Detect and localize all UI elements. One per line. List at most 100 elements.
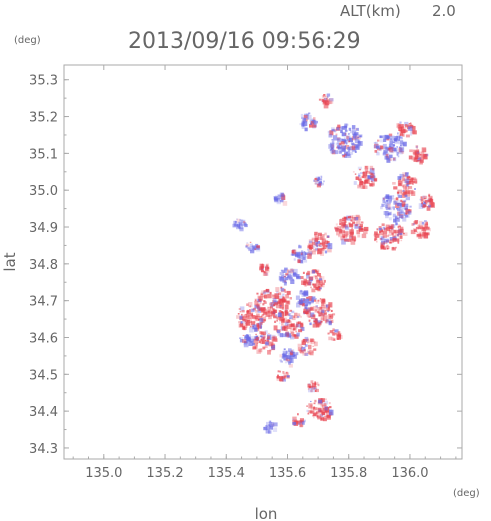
radar-cell — [293, 258, 296, 261]
radar-cell — [328, 133, 333, 138]
radar-cell — [310, 286, 312, 289]
radar-cell — [332, 135, 338, 141]
radar-cell — [309, 120, 312, 122]
radar-cell — [328, 402, 331, 405]
radar-cell — [322, 241, 326, 246]
radar-cell — [277, 194, 282, 200]
radar-cell — [423, 153, 428, 160]
radar-cell — [359, 181, 363, 186]
radar-cell — [239, 219, 244, 223]
radar-cell — [385, 207, 389, 211]
radar-cell — [261, 290, 265, 294]
radar-cell — [254, 300, 259, 306]
radar-cell — [340, 150, 343, 153]
radar-cell — [313, 402, 316, 405]
radar-cell — [311, 241, 316, 245]
radar-cell — [329, 409, 334, 416]
radar-cell — [341, 222, 345, 227]
radar-cell — [280, 269, 284, 272]
radar-cell — [308, 319, 311, 322]
radar-cell — [411, 179, 413, 181]
radar-cell — [424, 200, 428, 203]
radar-cell — [384, 155, 389, 160]
radar-cell — [282, 278, 287, 283]
radar-cell — [303, 349, 306, 352]
radar-cell — [348, 148, 352, 152]
y-tick-label: 35.1 — [29, 147, 58, 162]
radar-cell — [379, 231, 381, 234]
radar-cell — [301, 350, 303, 352]
radar-cell — [255, 336, 260, 341]
radar-cell — [383, 211, 388, 215]
radar-cell — [314, 238, 318, 242]
radar-cell — [335, 333, 337, 335]
radar-cell — [382, 135, 387, 139]
radar-cell — [415, 145, 419, 148]
radar-cell — [389, 239, 395, 243]
radar-cell — [404, 178, 410, 184]
radar-cell — [315, 300, 320, 304]
radar-cell — [249, 243, 253, 247]
radar-cell — [308, 112, 311, 115]
radar-cell — [316, 415, 319, 418]
radar-cell — [312, 345, 315, 347]
radar-cell — [303, 278, 308, 284]
radar-cell — [420, 198, 424, 202]
radar-cell — [257, 305, 260, 307]
radar-cell — [412, 149, 417, 155]
radar-cell — [319, 244, 322, 248]
radar-cell — [299, 423, 303, 428]
radar-cell — [310, 306, 314, 310]
radar-cell — [255, 333, 257, 336]
radar-cell — [430, 198, 434, 203]
radar-cell — [292, 416, 297, 421]
radar-cell — [283, 318, 288, 323]
radar-cell — [243, 221, 246, 224]
radar-cell — [364, 165, 369, 170]
radar-cell — [393, 200, 396, 203]
radar-cell — [357, 166, 362, 170]
radar-cell — [335, 332, 340, 336]
radar-cell — [264, 342, 269, 345]
radar-cell — [300, 420, 303, 423]
radar-cell — [420, 154, 425, 160]
radar-cell — [283, 269, 287, 273]
radar-cell — [321, 313, 325, 317]
radar-cell — [387, 148, 390, 152]
radar-cell — [306, 297, 309, 299]
radar-cell — [358, 226, 361, 229]
radar-cell — [283, 372, 288, 378]
radar-cell — [371, 175, 374, 179]
radar-cell — [263, 334, 267, 339]
radar-cell — [402, 216, 407, 222]
radar-cell — [313, 348, 317, 351]
radar-cell — [304, 252, 308, 256]
radar-cell — [422, 232, 426, 237]
radar-cell — [316, 323, 320, 328]
radar-cell — [406, 176, 411, 181]
radar-cell — [423, 230, 427, 234]
radar-cell — [346, 135, 349, 140]
radar-cell — [419, 198, 422, 201]
radar-cell — [359, 168, 361, 171]
radar-cell — [273, 315, 277, 319]
radar-cell — [263, 294, 268, 299]
radar-cell — [312, 119, 317, 123]
radar-cell — [265, 264, 268, 268]
radar-cell — [284, 317, 287, 320]
radar-cell — [397, 241, 399, 243]
radar-cell — [388, 217, 392, 221]
radar-cell — [250, 338, 254, 343]
radar-cell — [272, 311, 275, 315]
radar-cell — [380, 229, 384, 232]
radar-cell — [284, 310, 288, 314]
radar-cell — [348, 140, 350, 143]
radar-cell — [379, 135, 383, 139]
radar-cell — [238, 224, 244, 230]
radar-cell — [236, 223, 241, 228]
radar-cell — [299, 301, 303, 305]
radar-cell — [262, 337, 265, 340]
radar-cell — [398, 135, 402, 138]
radar-cell — [243, 314, 247, 318]
radar-cell — [296, 302, 301, 308]
